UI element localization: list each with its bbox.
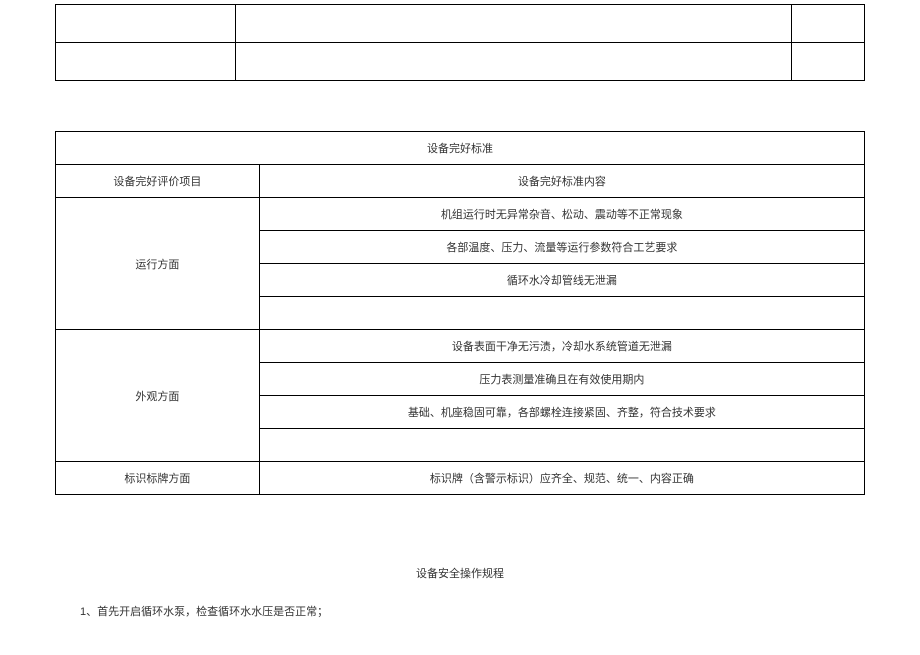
table-cell: 标识牌（含警示标识）应齐全、规范、统一、内容正确 <box>259 462 864 495</box>
table-cell: 基础、机座稳固可靠，各部螺栓连接紧固、齐整，符合技术要求 <box>259 396 864 429</box>
table-row <box>56 43 865 81</box>
procedure-item-1: 1、首先开启循环水泵，检查循环水水压是否正常； <box>80 603 865 619</box>
table-cell <box>259 297 864 330</box>
table-cell: 循环水冷却管线无泄漏 <box>259 264 864 297</box>
table-cell <box>56 43 236 81</box>
table-cell: 设备表面干净无污渍，冷却水系统管道无泄漏 <box>259 330 864 363</box>
section-label-signage: 标识标牌方面 <box>56 462 260 495</box>
table-cell <box>235 5 791 43</box>
table-header-col2: 设备完好标准内容 <box>259 165 864 198</box>
section-label-appearance: 外观方面 <box>56 330 260 462</box>
table-row <box>56 5 865 43</box>
top-empty-table <box>55 4 865 81</box>
table-header-row: 设备完好评价项目 设备完好标准内容 <box>56 165 865 198</box>
standards-table: 设备完好标准 设备完好评价项目 设备完好标准内容 运行方面 机组运行时无异常杂音… <box>55 131 865 495</box>
table-cell <box>259 429 864 462</box>
table-cell <box>792 5 865 43</box>
table-header-col1: 设备完好评价项目 <box>56 165 260 198</box>
table-title-cell: 设备完好标准 <box>56 132 865 165</box>
table-cell <box>56 5 236 43</box>
table-cell: 各部温度、压力、流量等运行参数符合工艺要求 <box>259 231 864 264</box>
table-cell: 机组运行时无异常杂音、松动、震动等不正常现象 <box>259 198 864 231</box>
table-cell <box>792 43 865 81</box>
table-cell <box>235 43 791 81</box>
table-row: 运行方面 机组运行时无异常杂音、松动、震动等不正常现象 <box>56 198 865 231</box>
section-heading-safety: 设备安全操作规程 <box>55 565 865 581</box>
table-title-row: 设备完好标准 <box>56 132 865 165</box>
table-row: 标识标牌方面 标识牌（含警示标识）应齐全、规范、统一、内容正确 <box>56 462 865 495</box>
section-label-operation: 运行方面 <box>56 198 260 330</box>
table-row: 外观方面 设备表面干净无污渍，冷却水系统管道无泄漏 <box>56 330 865 363</box>
table-cell: 压力表测量准确且在有效使用期内 <box>259 363 864 396</box>
